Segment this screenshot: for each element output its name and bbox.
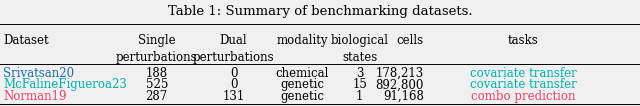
Text: Norman19: Norman19 bbox=[3, 90, 67, 103]
Text: covariate transfer: covariate transfer bbox=[470, 78, 577, 91]
Text: states: states bbox=[342, 51, 378, 64]
Text: 188: 188 bbox=[146, 67, 168, 80]
Text: 3: 3 bbox=[356, 67, 364, 80]
Text: perturbations: perturbations bbox=[116, 51, 198, 64]
Text: 287: 287 bbox=[146, 90, 168, 103]
Text: Table 1: Summary of benchmarking datasets.: Table 1: Summary of benchmarking dataset… bbox=[168, 5, 472, 18]
Text: genetic: genetic bbox=[280, 90, 324, 103]
Text: 0: 0 bbox=[230, 78, 237, 91]
Text: Dataset: Dataset bbox=[3, 34, 49, 47]
Text: perturbations: perturbations bbox=[193, 51, 275, 64]
Text: covariate transfer: covariate transfer bbox=[470, 67, 577, 80]
Text: 178,213: 178,213 bbox=[376, 67, 424, 80]
Text: McFalineFigueroa23: McFalineFigueroa23 bbox=[3, 78, 127, 91]
Text: 525: 525 bbox=[146, 78, 168, 91]
Text: 131: 131 bbox=[223, 90, 244, 103]
Text: tasks: tasks bbox=[508, 34, 539, 47]
Text: combo prediction: combo prediction bbox=[471, 90, 576, 103]
Text: modality: modality bbox=[276, 34, 328, 47]
Text: Dual: Dual bbox=[220, 34, 248, 47]
Text: Single: Single bbox=[138, 34, 175, 47]
Text: biological: biological bbox=[331, 34, 388, 47]
Text: 15: 15 bbox=[352, 78, 367, 91]
Text: chemical: chemical bbox=[275, 67, 329, 80]
Text: genetic: genetic bbox=[280, 78, 324, 91]
Text: cells: cells bbox=[397, 34, 424, 47]
Text: Srivatsan20: Srivatsan20 bbox=[3, 67, 74, 80]
Text: 91,168: 91,168 bbox=[383, 90, 424, 103]
Text: 0: 0 bbox=[230, 67, 237, 80]
Text: 1: 1 bbox=[356, 90, 364, 103]
Text: 892,800: 892,800 bbox=[375, 78, 424, 91]
